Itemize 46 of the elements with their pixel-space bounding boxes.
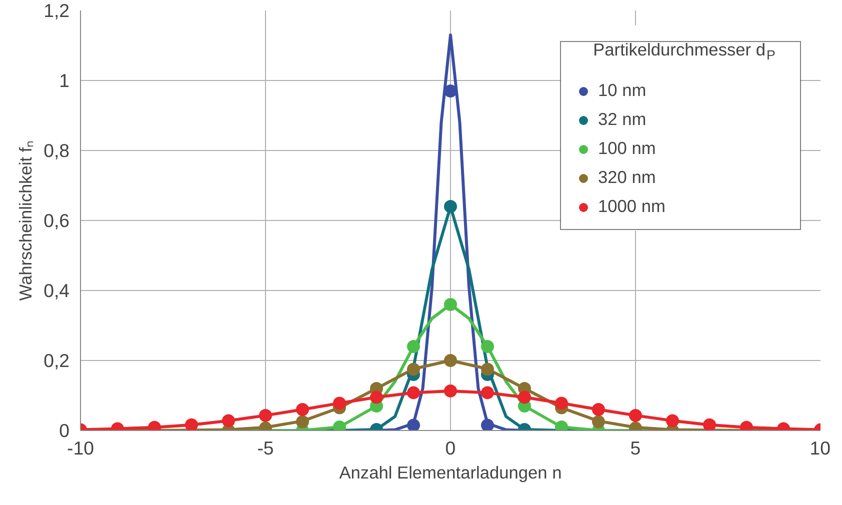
- y-tick-label: 0: [59, 420, 70, 441]
- x-tick-label: 10: [810, 438, 831, 458]
- legend-label: 1000 nm: [598, 196, 666, 217]
- point: [407, 340, 420, 353]
- y-tick-label: 1: [59, 70, 70, 91]
- point: [629, 408, 642, 422]
- point: [666, 414, 679, 428]
- point: [481, 362, 494, 376]
- point: [444, 384, 457, 398]
- legend-label: 10 nm: [598, 80, 648, 101]
- point: [222, 414, 235, 428]
- legend-label: 100 nm: [598, 138, 657, 159]
- point: [444, 354, 457, 367]
- point: [259, 408, 272, 422]
- point: [481, 418, 494, 430]
- point: [444, 200, 457, 213]
- point: [592, 403, 605, 416]
- y-tick-label: 0,2: [44, 350, 70, 371]
- point: [444, 298, 457, 311]
- y-tick-label: 1,2: [44, 0, 70, 21]
- point: [407, 418, 420, 430]
- point: [592, 415, 605, 428]
- x-tick-label: 0: [445, 438, 456, 458]
- x-axis-title: Anzahl Elementarladungen n: [339, 462, 562, 482]
- y-tick-label: 0,6: [44, 210, 70, 231]
- point: [555, 396, 568, 410]
- x-tick-label: -10: [67, 438, 94, 458]
- y-tick-label: 0,4: [44, 280, 70, 301]
- point: [333, 396, 346, 410]
- point: [407, 386, 420, 400]
- x-tick-label: 5: [630, 438, 641, 458]
- point: [703, 418, 716, 430]
- point: [296, 403, 309, 416]
- point: [185, 418, 198, 430]
- x-tick-label: -5: [257, 438, 274, 458]
- point: [407, 362, 420, 376]
- point: [296, 415, 309, 428]
- y-tick-label: 0,8: [44, 140, 70, 161]
- legend-label: 320 nm: [598, 167, 657, 188]
- y-axis-title: Wahrscheinlichkeit fₙ: [16, 140, 36, 301]
- point: [370, 390, 383, 404]
- legend-label: 32 nm: [598, 109, 648, 130]
- point: [518, 390, 531, 404]
- point: [481, 386, 494, 400]
- point: [444, 84, 457, 98]
- point: [481, 340, 494, 353]
